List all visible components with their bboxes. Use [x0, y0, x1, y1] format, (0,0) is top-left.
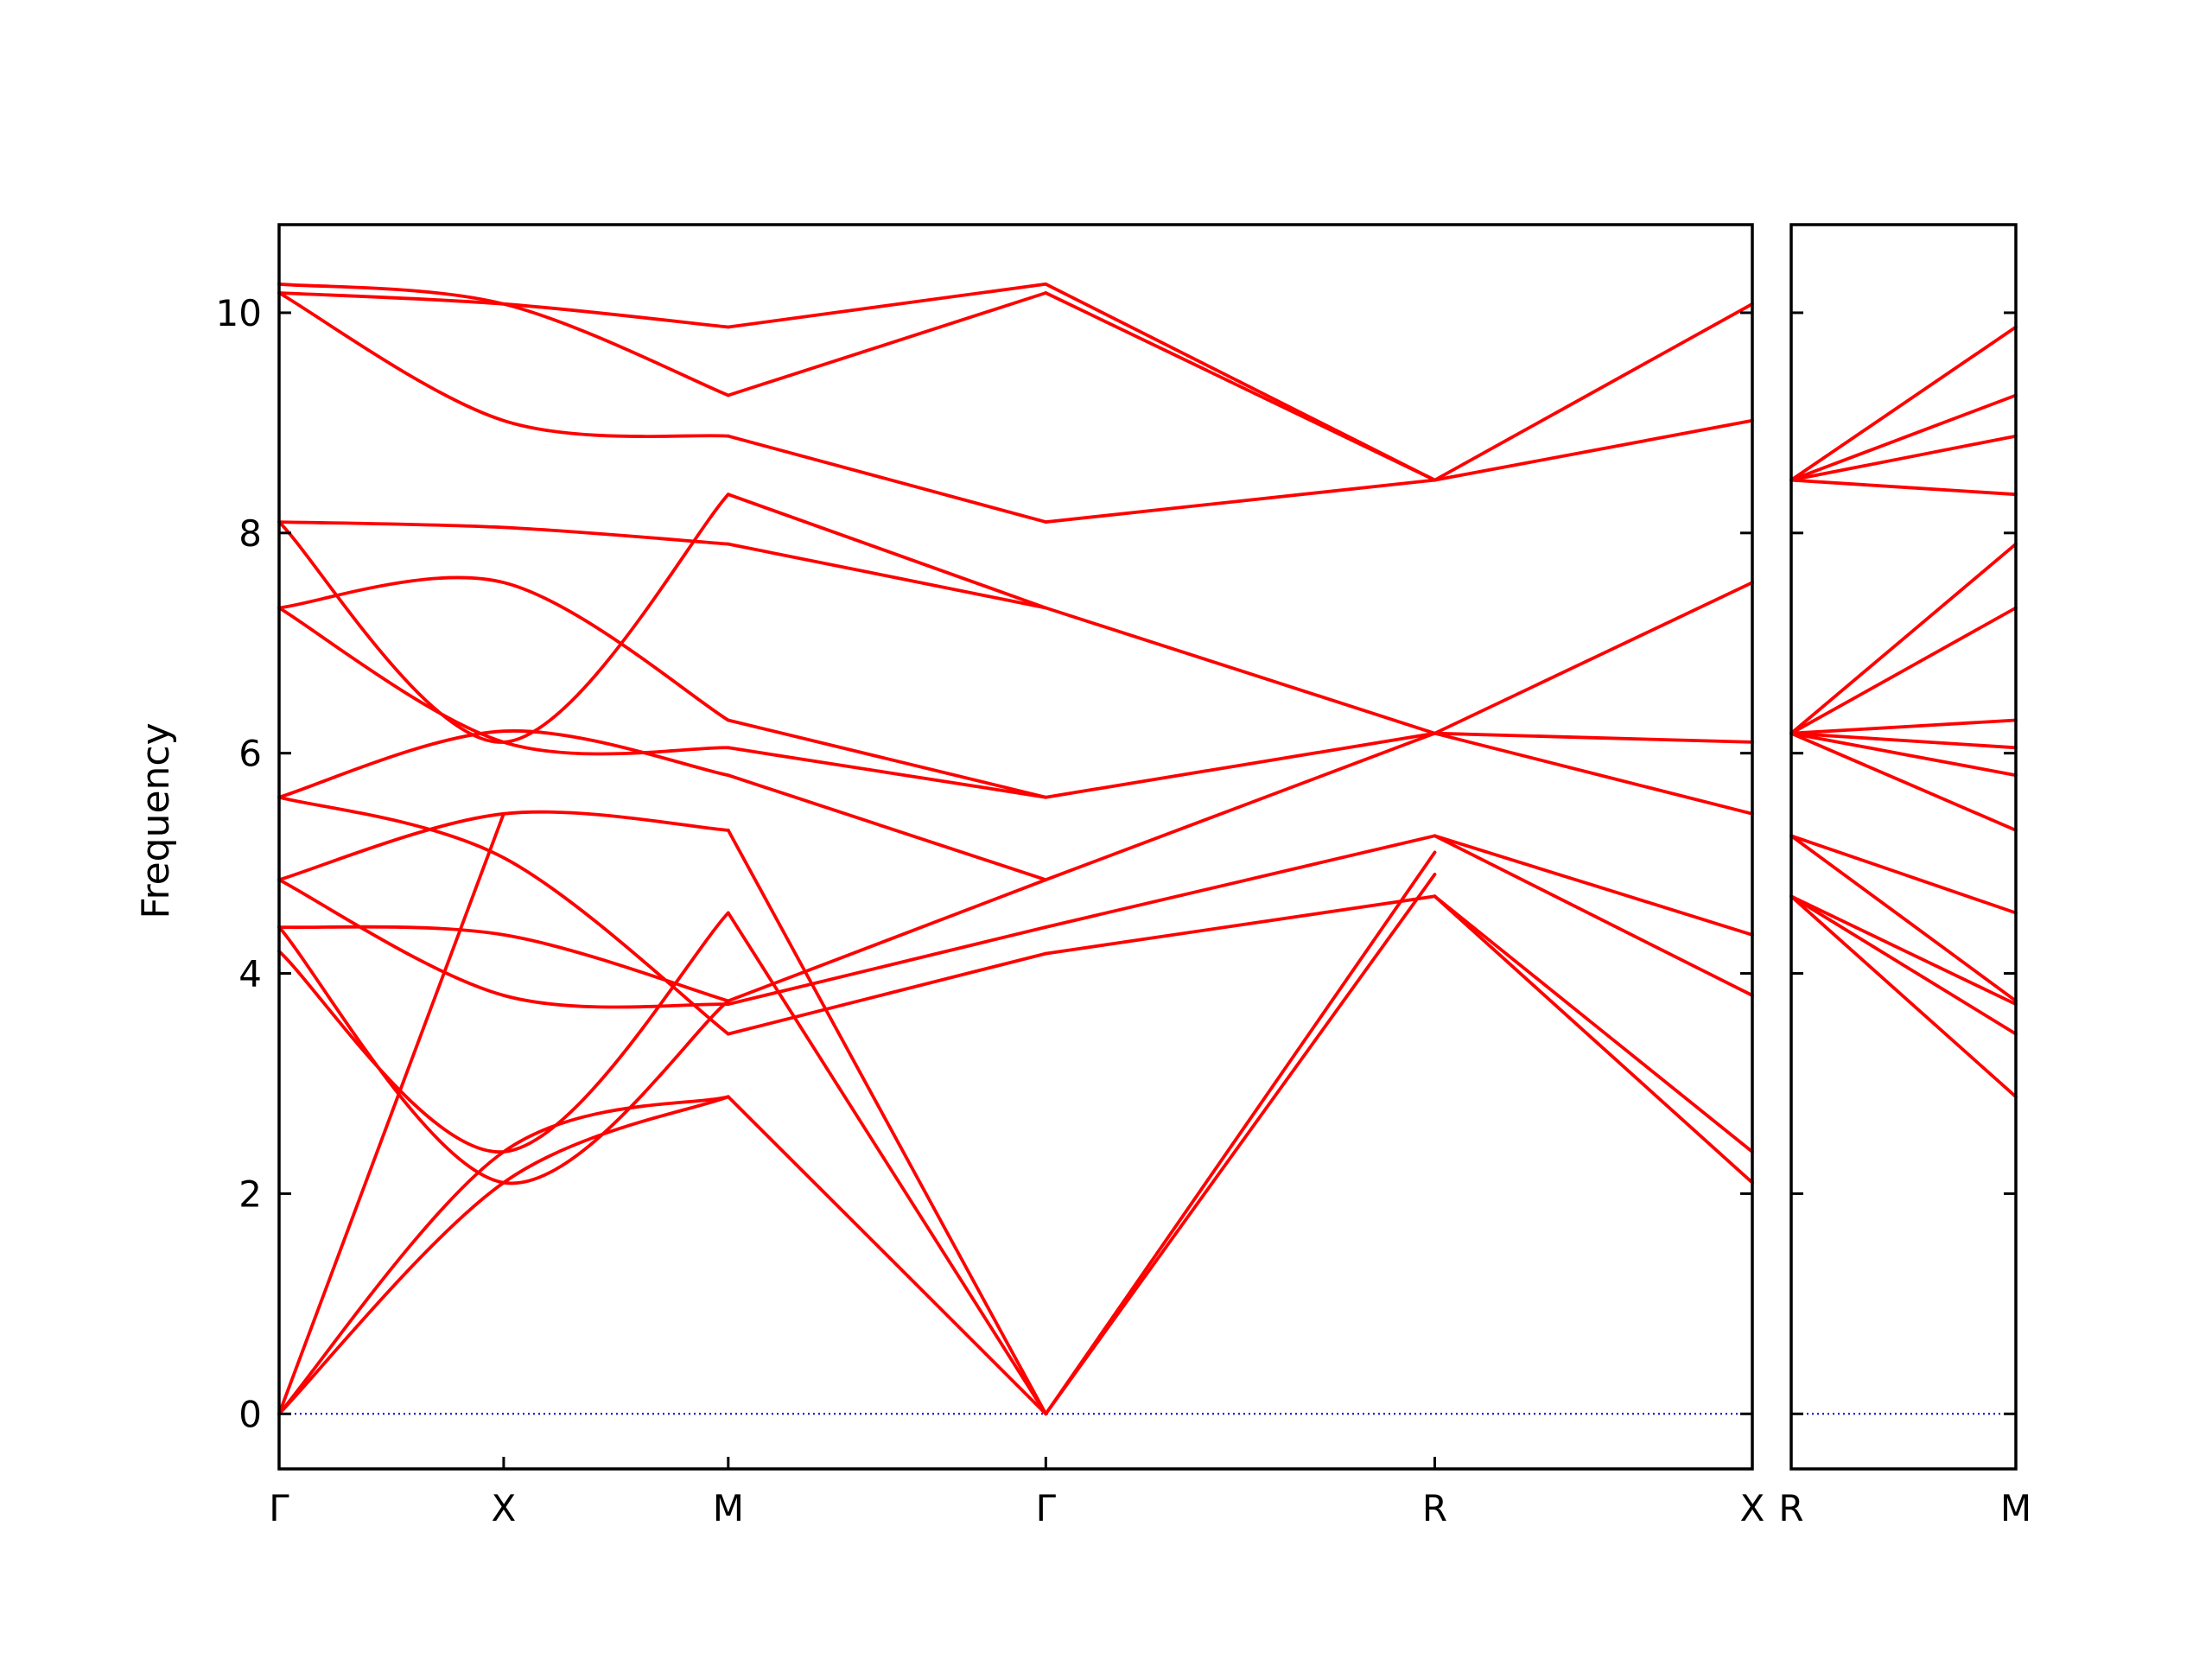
left-band-45 — [1433, 731, 1754, 816]
left-band-30 — [726, 434, 1048, 524]
left-band-34 — [1044, 834, 1437, 929]
left-band-25 — [726, 773, 1048, 882]
left-band-9 — [277, 925, 730, 1185]
left-band-29 — [726, 493, 1048, 610]
left-band-3 — [726, 1095, 1048, 1416]
right-plot-frame — [1789, 223, 2018, 1471]
left-band-5 — [726, 829, 1048, 1416]
right-x-tick-label-0: R — [1778, 1487, 1803, 1529]
left-band-7 — [1044, 850, 1437, 1416]
left-x-tick-label-1: X — [492, 1487, 517, 1529]
left-band-31 — [726, 291, 1048, 397]
right-band-11 — [1789, 478, 2018, 497]
left-band-17 — [277, 493, 730, 744]
left-x-tick-label-4: R — [1422, 1487, 1447, 1529]
y-tick-label-5: 10 — [216, 292, 262, 334]
left-band-23 — [726, 925, 1048, 1007]
left-plot-frame — [277, 223, 1754, 1471]
left-band-4 — [726, 911, 1048, 1416]
left-band-24 — [726, 878, 1048, 1003]
left-x-tick-label-0: Γ — [269, 1487, 289, 1529]
y-tick-label-0: 0 — [238, 1393, 262, 1435]
right-x-tick-label-1: M — [2000, 1487, 2031, 1529]
left-band-22 — [726, 951, 1048, 1036]
left-band-46 — [1433, 731, 1754, 744]
y-tick-label-4: 8 — [238, 512, 262, 555]
right-band-5 — [1789, 731, 2018, 832]
left-band-1 — [277, 1095, 730, 1416]
y-axis-label: Frequency — [134, 722, 178, 918]
left-band-36 — [1044, 731, 1437, 799]
left-band-40 — [1044, 282, 1437, 482]
right-band-7 — [1789, 731, 2018, 750]
left-x-tick-label-5: X — [1740, 1487, 1765, 1529]
left-band-42 — [1433, 894, 1754, 1154]
left-band-21 — [277, 282, 730, 397]
left-band-41 — [1433, 894, 1754, 1185]
left-band-48 — [1433, 418, 1754, 482]
right-band-12 — [1789, 434, 2018, 482]
left-band-10 — [277, 925, 730, 1003]
left-band-47 — [1433, 581, 1754, 735]
left-band-27 — [726, 718, 1048, 799]
left-band-12 — [277, 810, 730, 882]
y-tick-label-2: 4 — [238, 953, 262, 995]
left-band-16 — [277, 575, 730, 722]
right-band-1 — [1789, 894, 2018, 1036]
right-band-10 — [1789, 542, 2018, 735]
left-band-37 — [1044, 606, 1437, 735]
left-band-20 — [277, 291, 730, 329]
left-band-2 — [277, 811, 505, 1416]
left-band-18 — [277, 520, 730, 546]
left-band-28 — [726, 542, 1048, 610]
left-band-33 — [1044, 894, 1437, 956]
left-band-44 — [1433, 834, 1754, 937]
right-band-4 — [1789, 834, 2018, 915]
y-tick-label-3: 6 — [238, 733, 262, 775]
right-band-2 — [1789, 894, 2018, 1007]
right-band-14 — [1789, 325, 2018, 482]
right-band-0 — [1789, 894, 2018, 1099]
left-band-35 — [1044, 731, 1437, 882]
left-band-43 — [1433, 834, 1754, 997]
right-band-3 — [1789, 834, 2018, 1003]
left-band-6 — [1044, 873, 1437, 1416]
left-band-26 — [726, 746, 1048, 799]
right-band-6 — [1789, 731, 2018, 778]
left-band-14 — [277, 729, 730, 799]
y-tick-label-1: 2 — [238, 1173, 262, 1215]
left-band-0 — [277, 1095, 730, 1416]
left-band-13 — [277, 795, 730, 1036]
left-band-32 — [726, 282, 1048, 329]
y-axis-ticks: 0 2 4 6 8 10 — [216, 292, 262, 1435]
right-band-13 — [1789, 393, 2018, 482]
right-band-8 — [1789, 718, 2018, 735]
left-x-tick-label-3: Γ — [1036, 1487, 1057, 1529]
left-band-11 — [277, 878, 730, 1009]
left-x-tick-label-2: M — [713, 1487, 744, 1529]
right-band-9 — [1789, 606, 2018, 735]
left-band-19 — [277, 291, 730, 438]
left-band-38 — [1044, 478, 1437, 524]
left-band-49 — [1433, 302, 1754, 482]
